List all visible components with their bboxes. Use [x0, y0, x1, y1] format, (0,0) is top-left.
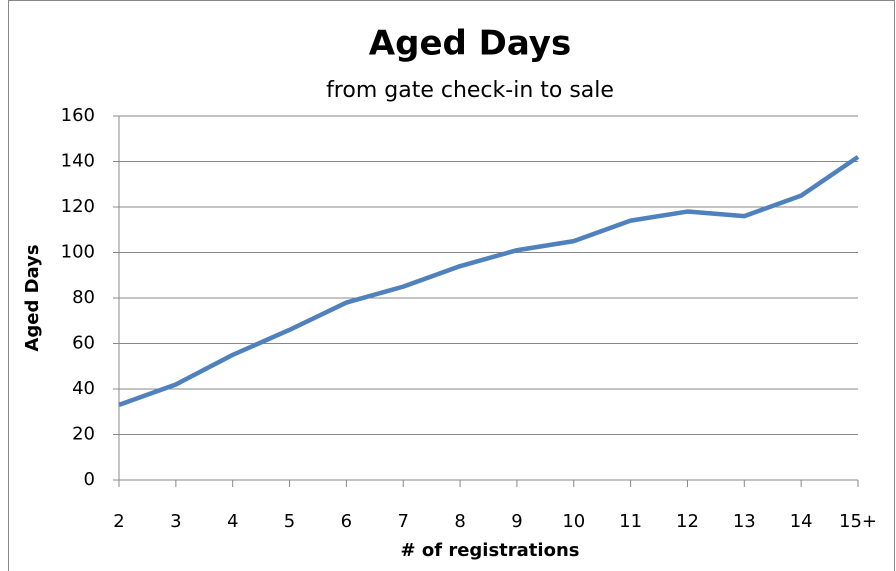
- x-tick-label: 3: [170, 511, 181, 532]
- y-tick-label: 100: [61, 242, 95, 263]
- x-tick-label: 7: [398, 511, 409, 532]
- x-tick-label: 6: [341, 511, 352, 532]
- y-tick-label: 60: [72, 333, 95, 354]
- y-tick-label: 120: [61, 196, 95, 217]
- x-tick-label: 15+: [839, 511, 877, 532]
- x-tick-label: 11: [619, 511, 642, 532]
- chart-subtitle: from gate check-in to sale: [326, 78, 614, 103]
- x-tick-label: 2: [113, 511, 124, 532]
- chart-title: Aged Days: [369, 24, 571, 64]
- x-tick-label: 14: [790, 511, 813, 532]
- y-tick-label: 0: [84, 469, 95, 490]
- x-tick-label: 9: [511, 511, 522, 532]
- y-tick-label: 80: [72, 287, 95, 308]
- x-tick-label: 8: [454, 511, 465, 532]
- x-tick-label: 4: [227, 511, 238, 532]
- chart-border: [8, 0, 895, 571]
- y-tick-label: 140: [61, 151, 95, 172]
- y-tick-label: 20: [72, 424, 95, 445]
- data-line: [118, 155, 860, 408]
- y-tick-label: 40: [72, 378, 95, 399]
- x-axis-label: # of registrations: [401, 540, 580, 561]
- x-tick-label: 13: [733, 511, 756, 532]
- y-axis-label: Aged Days: [22, 244, 43, 351]
- x-tick-label: 10: [562, 511, 585, 532]
- y-tick-label: 160: [61, 105, 95, 126]
- x-tick-label: 12: [676, 511, 699, 532]
- x-tick-label: 5: [284, 511, 295, 532]
